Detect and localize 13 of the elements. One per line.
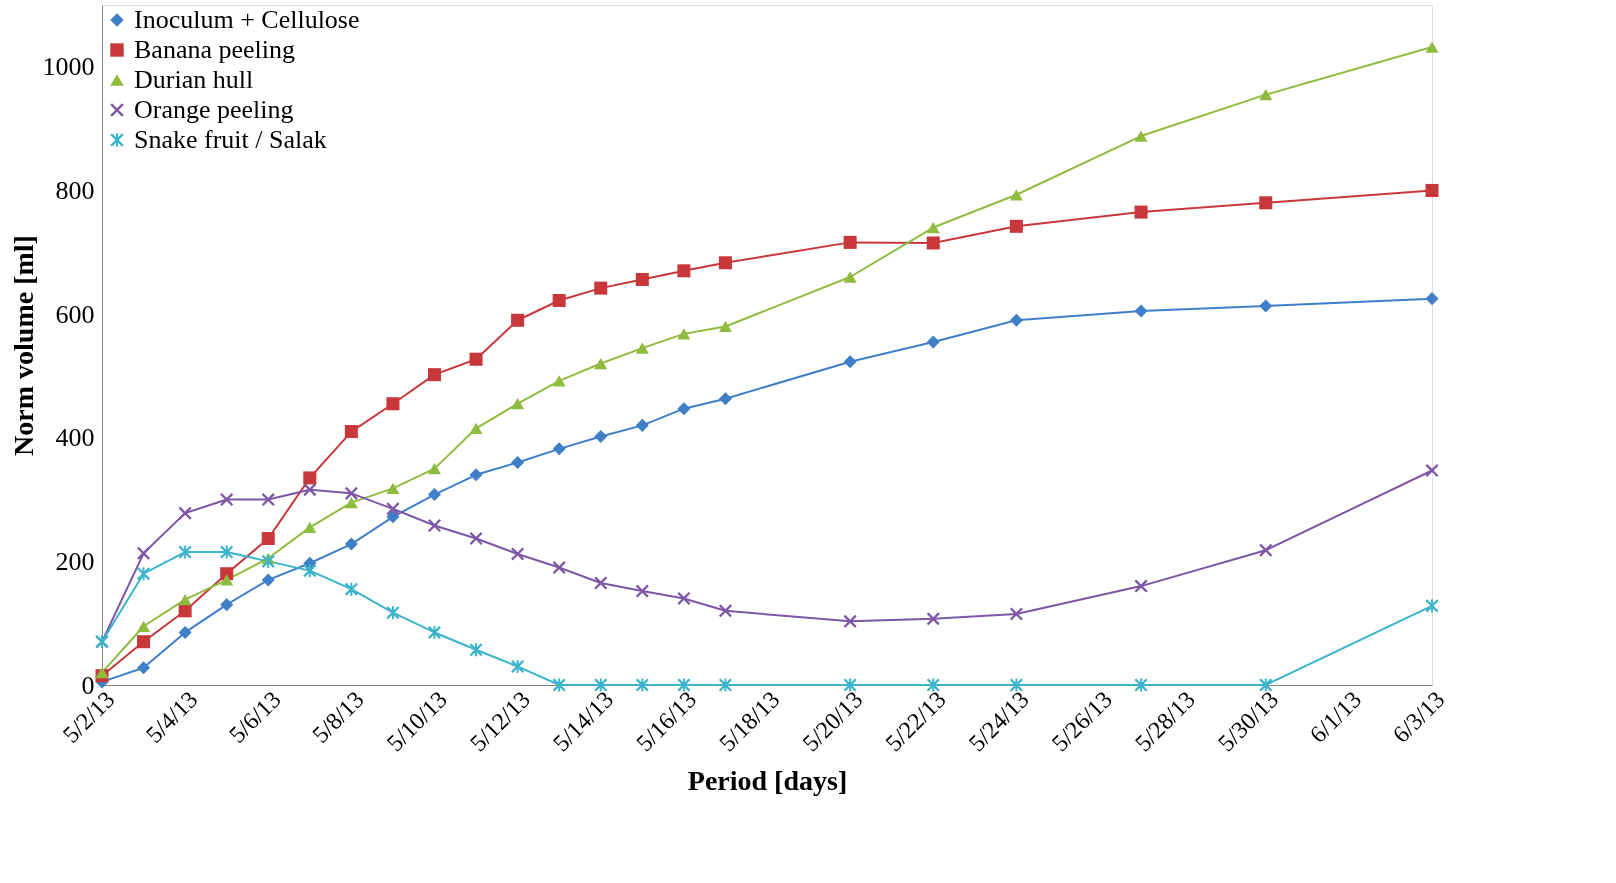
y-tick-label: 600	[55, 299, 95, 329]
x-axis-title: Period [days]	[687, 765, 848, 797]
y-tick-label: 400	[55, 423, 95, 453]
y-axis-title: Norm volume [ml]	[7, 235, 39, 456]
legend-label: Snake fruit / Salak	[134, 125, 327, 154]
y-tick-label: 0	[81, 670, 95, 700]
legend-label: Durian hull	[134, 65, 254, 94]
legend-label: Inoculum + Cellulose	[134, 5, 360, 34]
y-tick-label: 1000	[42, 52, 95, 82]
legend-label: Banana peeling	[134, 35, 295, 64]
y-tick-label: 800	[55, 175, 95, 205]
y-tick-label: 200	[55, 546, 95, 576]
legend-label: Orange peeling	[134, 95, 294, 124]
